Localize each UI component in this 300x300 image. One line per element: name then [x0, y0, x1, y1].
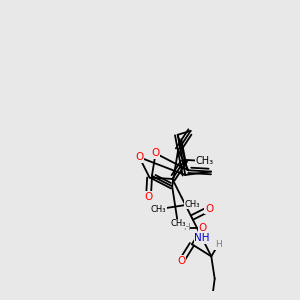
Text: CH₃: CH₃: [195, 156, 213, 166]
Text: O: O: [144, 192, 153, 202]
Text: CH₃: CH₃: [184, 200, 200, 208]
Text: O: O: [152, 148, 160, 158]
Text: O: O: [135, 152, 143, 162]
Text: O: O: [198, 223, 206, 233]
Text: H: H: [183, 223, 190, 232]
Text: O: O: [178, 256, 186, 266]
Text: CH₃: CH₃: [151, 205, 166, 214]
Text: H: H: [215, 240, 221, 249]
Text: O: O: [205, 204, 213, 214]
Text: CH₃: CH₃: [170, 219, 186, 228]
Text: NH: NH: [194, 233, 210, 243]
